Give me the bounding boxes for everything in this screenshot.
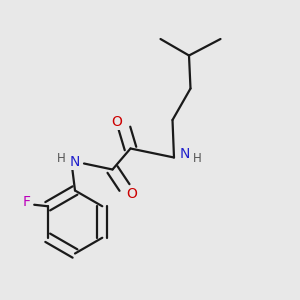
Text: N: N [70, 155, 80, 169]
Text: H: H [57, 152, 66, 166]
Text: F: F [23, 195, 31, 209]
Text: H: H [193, 152, 202, 166]
Text: N: N [179, 148, 190, 161]
Text: O: O [127, 187, 137, 201]
Text: O: O [112, 115, 122, 129]
